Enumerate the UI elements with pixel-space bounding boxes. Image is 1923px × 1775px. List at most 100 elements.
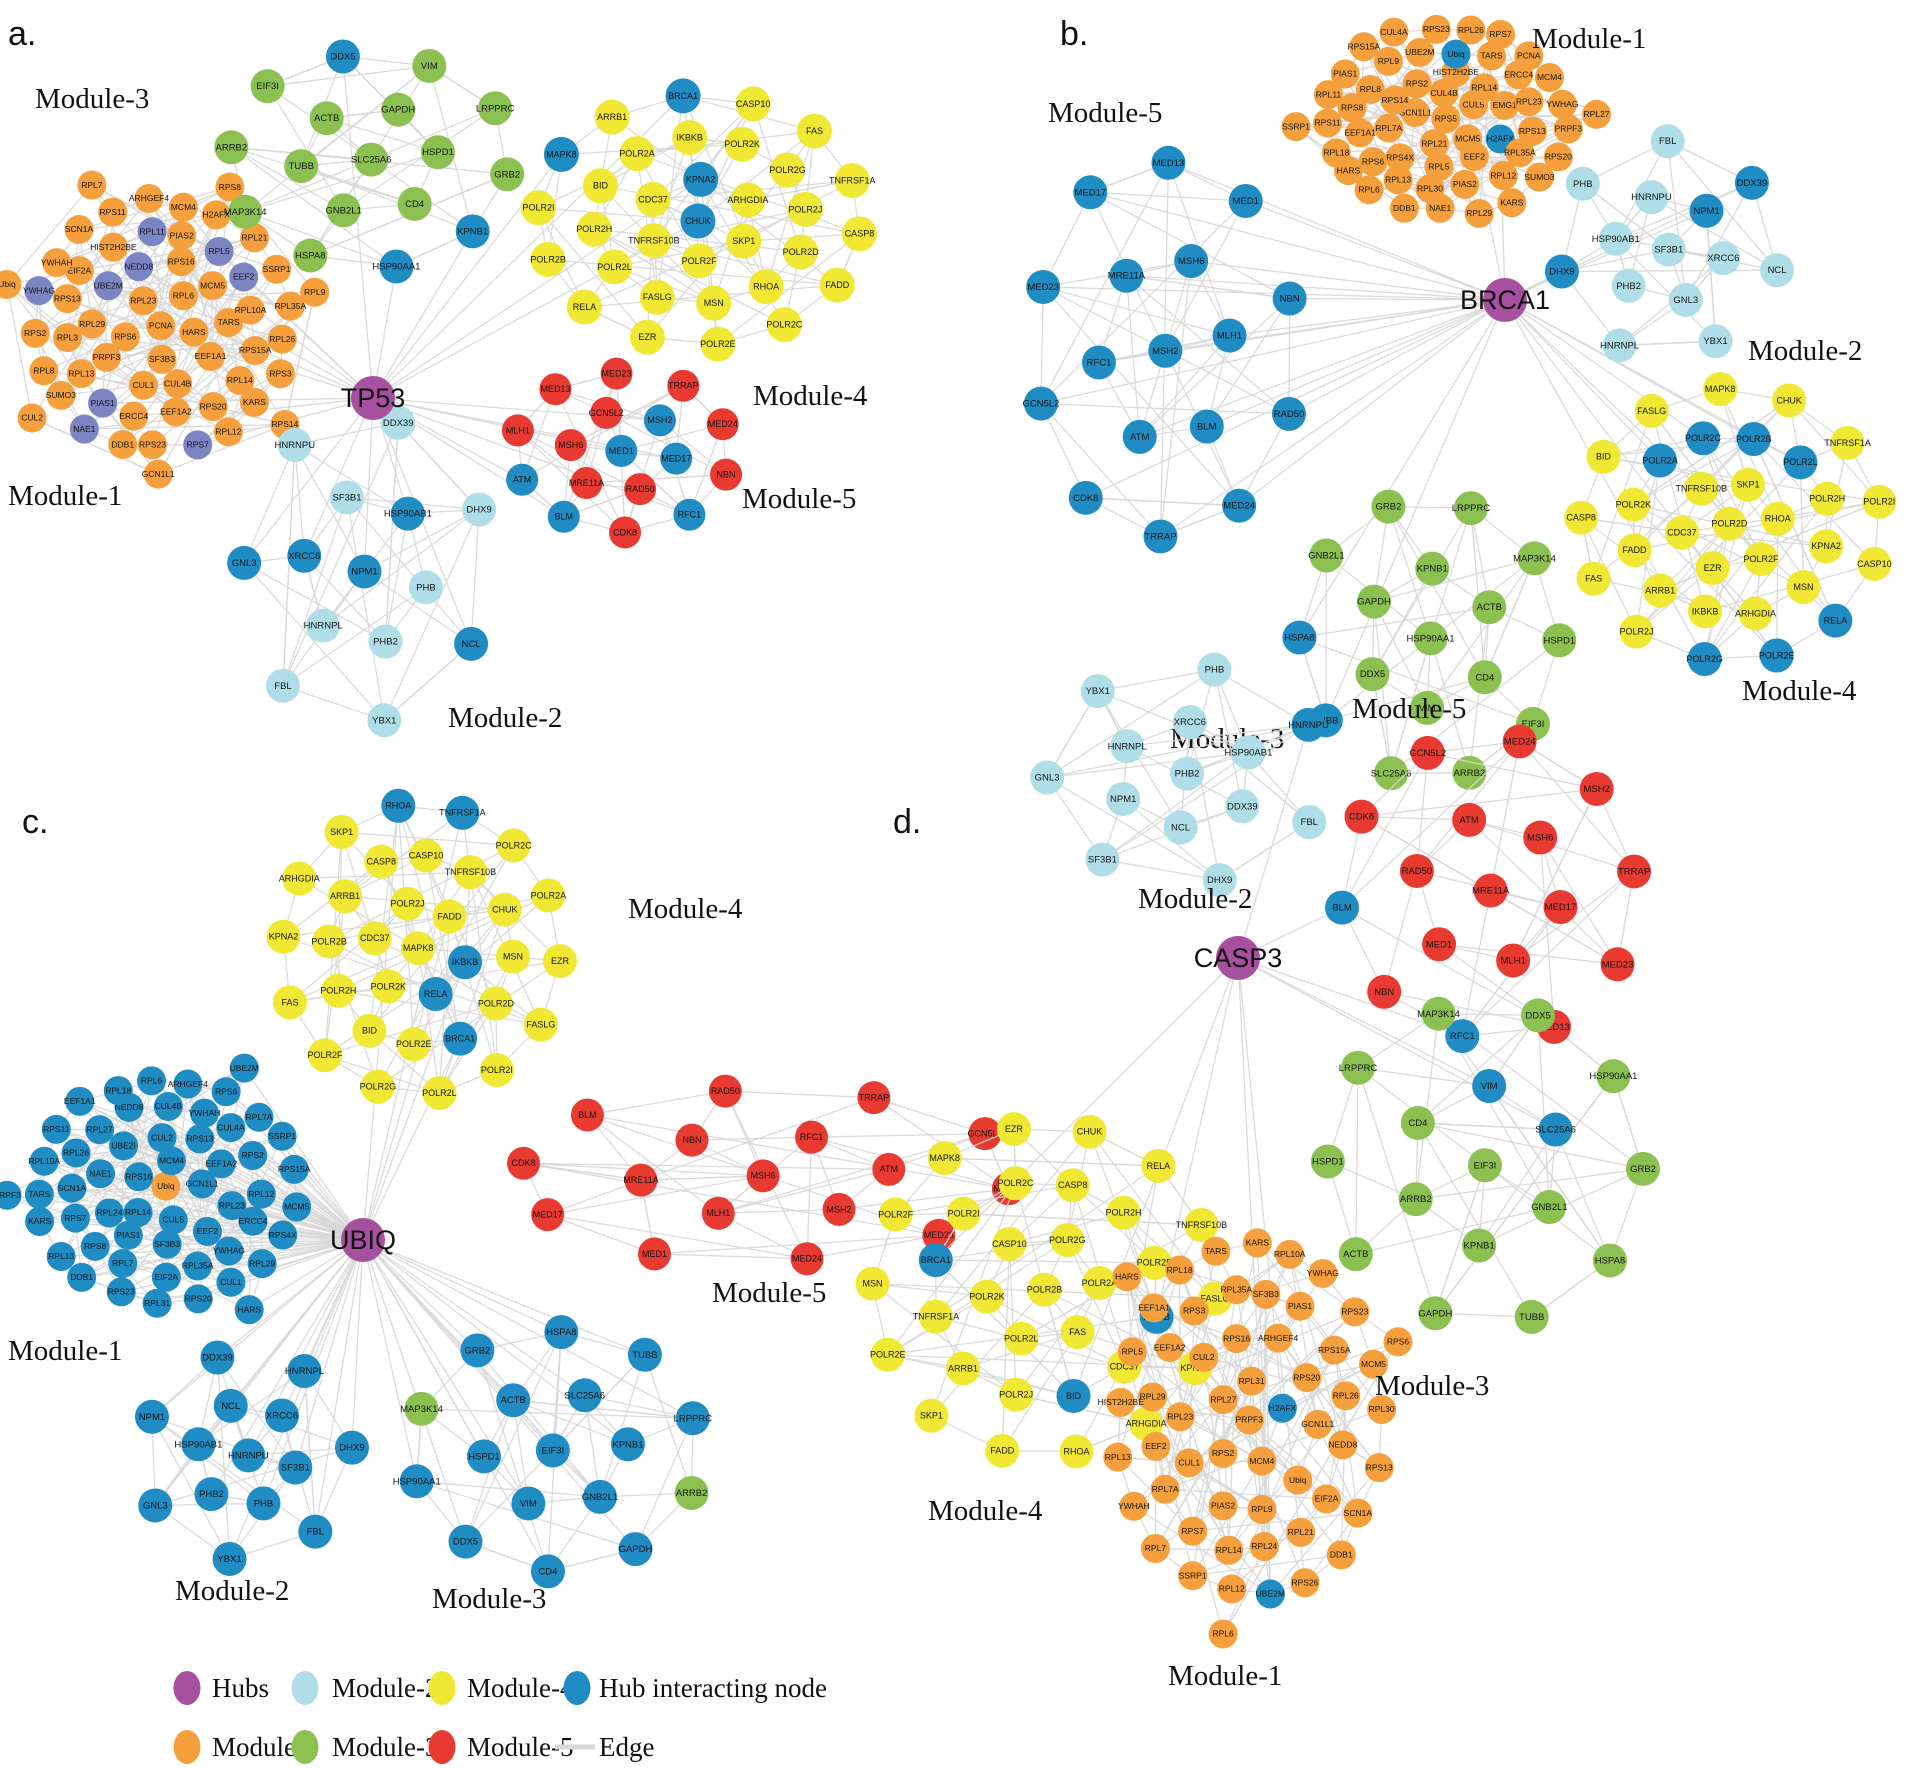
node-polr2g[interactable] (769, 152, 805, 188)
node-brca1[interactable] (443, 1021, 478, 1056)
node-rpl35a[interactable] (1505, 138, 1535, 168)
node-arhgef4[interactable] (1263, 1323, 1293, 1353)
node-mre11a[interactable] (570, 467, 603, 500)
node-pcna[interactable] (1514, 41, 1544, 71)
node-mcm4[interactable] (1534, 62, 1564, 92)
node-actb[interactable] (1472, 590, 1507, 625)
node-cdk8[interactable] (507, 1146, 541, 1180)
node-msh2[interactable] (1148, 333, 1183, 368)
node-gapdh[interactable] (1356, 584, 1391, 619)
node-cdc37[interactable] (357, 921, 392, 956)
node-cd4[interactable] (530, 1554, 565, 1589)
node-rela[interactable] (566, 289, 602, 325)
node-arhgdia[interactable] (730, 182, 766, 218)
node-gnl3[interactable] (138, 1488, 173, 1523)
node-eef1a1[interactable] (1139, 1293, 1169, 1323)
node-rpl24[interactable] (94, 1198, 124, 1228)
node-h2afx[interactable] (1267, 1393, 1297, 1423)
node-rpl14[interactable] (123, 1197, 153, 1227)
node-rps13[interactable] (1517, 116, 1547, 146)
node-rps20[interactable] (1543, 142, 1573, 172)
node-map3k14[interactable] (404, 1391, 439, 1426)
node-cdk8[interactable] (609, 516, 642, 549)
node-pias2[interactable] (1208, 1491, 1238, 1521)
node-ikbkb[interactable] (448, 945, 483, 980)
node-rps4x[interactable] (1385, 143, 1415, 173)
node-gcn1l1[interactable] (187, 1169, 217, 1199)
node-cul4b[interactable] (163, 369, 193, 399)
node-arhgef4[interactable] (173, 1069, 203, 1099)
node-rps20[interactable] (198, 392, 228, 422)
node-polr2h[interactable] (1810, 481, 1845, 516)
node-rpl10a[interactable] (236, 295, 266, 325)
node-chuk[interactable] (680, 203, 716, 239)
node-xrcc6[interactable] (1706, 241, 1741, 276)
node-rela[interactable] (418, 977, 453, 1012)
node-polr2c[interactable] (766, 307, 802, 343)
node-msh6[interactable] (746, 1159, 780, 1193)
node-polr2h[interactable] (1106, 1195, 1141, 1230)
node-rpl14[interactable] (225, 366, 255, 396)
node-trrap[interactable] (1617, 854, 1652, 889)
node-rpl26[interactable] (267, 324, 297, 354)
node-msn[interactable] (855, 1266, 890, 1301)
node-fbl[interactable] (298, 1514, 333, 1549)
node-actb[interactable] (309, 101, 344, 136)
node-rhoa[interactable] (1760, 501, 1795, 536)
node-polr2c[interactable] (496, 828, 531, 863)
node-ybx1[interactable] (1080, 674, 1115, 709)
node-eif2a[interactable] (1312, 1484, 1342, 1514)
node-hnrnpu[interactable] (1634, 180, 1669, 215)
node-polr2d[interactable] (478, 986, 513, 1021)
node-tnfrsf1a[interactable] (1830, 425, 1865, 460)
node-phb2[interactable] (1611, 268, 1646, 303)
node-atm[interactable] (506, 463, 539, 496)
node-ywhah[interactable] (1119, 1491, 1149, 1521)
node-rps6[interactable] (1383, 1327, 1413, 1357)
node-fas[interactable] (272, 985, 307, 1020)
node-polr2b[interactable] (1736, 421, 1771, 456)
node-emg1[interactable] (1490, 90, 1520, 120)
node-brca1[interactable] (665, 78, 701, 114)
node-rps23[interactable] (1340, 1297, 1370, 1327)
node-gcn1l1[interactable] (1303, 1409, 1333, 1439)
node-med24[interactable] (1222, 488, 1257, 523)
node-mapk8[interactable] (543, 136, 579, 172)
node-ssrp1[interactable] (267, 1121, 297, 1151)
node-rad50[interactable] (1271, 396, 1306, 431)
node-mapk8[interactable] (401, 931, 436, 966)
node-rps16[interactable] (166, 247, 196, 277)
node-gnb2l1[interactable] (326, 193, 361, 228)
node-rps14[interactable] (1380, 85, 1410, 115)
node-gnb2l1[interactable] (582, 1479, 617, 1514)
node-brca1[interactable] (918, 1243, 953, 1278)
node-rad50[interactable] (708, 1074, 742, 1108)
node-msn[interactable] (496, 939, 531, 974)
node-gcn1l1[interactable] (143, 459, 173, 489)
node-polr2i[interactable] (479, 1053, 514, 1088)
node-pias2[interactable] (1450, 169, 1480, 199)
node-rps8[interactable] (80, 1231, 110, 1261)
node-pias1[interactable] (113, 1220, 143, 1250)
node-ube2m[interactable] (1405, 38, 1435, 68)
node-fbl[interactable] (266, 668, 301, 703)
node-rpl13[interactable] (1103, 1442, 1133, 1472)
node-rps11[interactable] (41, 1114, 71, 1144)
node-tars[interactable] (24, 1179, 54, 1209)
node-nae1[interactable] (69, 414, 99, 444)
node-kpnb1[interactable] (610, 1427, 645, 1462)
node-dhx9[interactable] (1202, 863, 1237, 898)
node-pias1[interactable] (1285, 1291, 1315, 1321)
node-med13[interactable] (539, 373, 572, 406)
node-gnl3[interactable] (1668, 282, 1703, 317)
node-dhx9[interactable] (334, 1430, 369, 1465)
node-skp1[interactable] (1730, 467, 1765, 502)
node-hspa8[interactable] (1592, 1243, 1627, 1278)
node-rps20[interactable] (183, 1284, 213, 1314)
node-casp10[interactable] (1857, 546, 1892, 581)
node-grb2[interactable] (460, 1333, 495, 1368)
node-mre11a[interactable] (1109, 258, 1144, 293)
node-cdk8[interactable] (1344, 799, 1379, 834)
node-pias1[interactable] (1330, 59, 1360, 89)
node-ybx1[interactable] (367, 703, 402, 738)
